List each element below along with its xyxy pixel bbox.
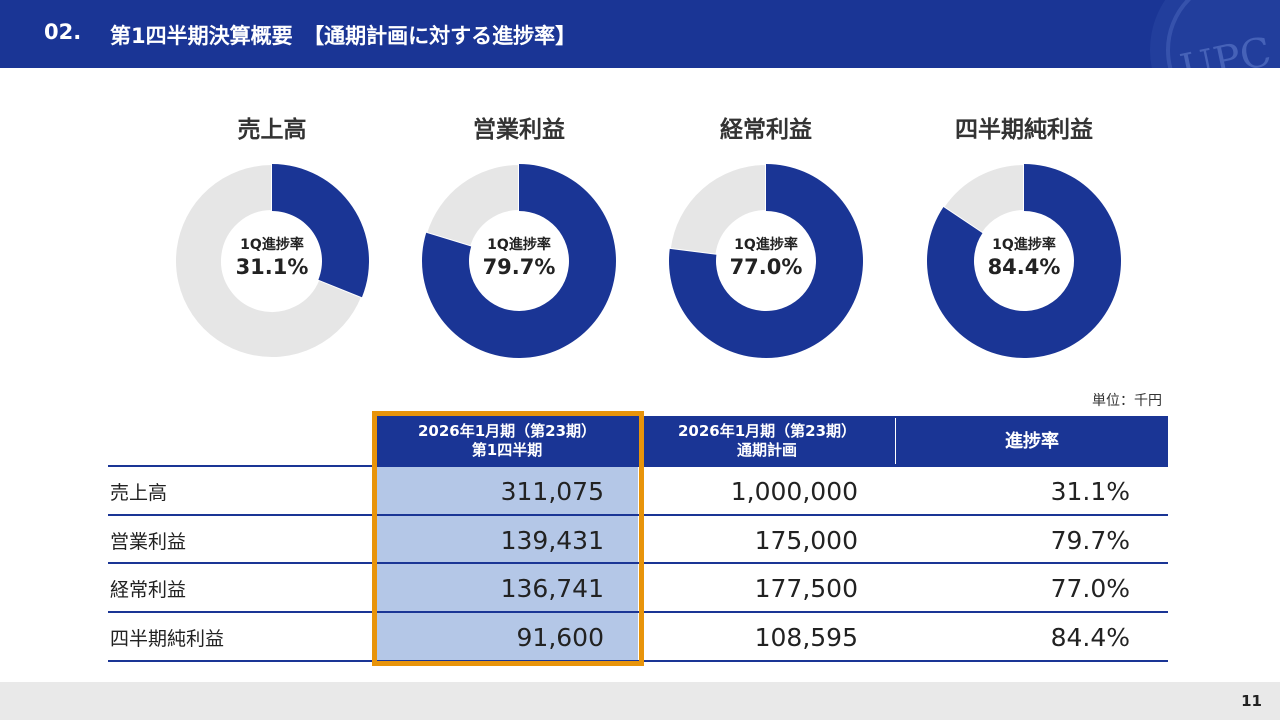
cell-rate-operating-profit: 79.7%	[1050, 525, 1130, 555]
cell-plan-sales: 1,000,000	[730, 476, 858, 506]
donut-title-operating-profit: 営業利益	[473, 117, 565, 143]
table-header-plan: 2026年1月期（第23期） 通期計画	[638, 416, 896, 466]
donut-chart-net-profit	[927, 163, 1121, 358]
cell-plan-net-profit: 108,595	[754, 622, 858, 652]
donut-value-label: 84.4%	[987, 255, 1061, 279]
donut-chart-sales	[174, 163, 369, 359]
cell-plan-ordinary-profit: 177,500	[754, 573, 858, 603]
donut-center-label: 1Q進捗率	[992, 237, 1056, 253]
donut-center-label: 1Q進捗率	[734, 237, 798, 253]
table-header-q1: 2026年1月期（第23期） 第1四半期	[376, 416, 638, 466]
header-plan-line2: 通期計画	[736, 441, 797, 459]
footer-bar	[0, 682, 1280, 720]
row-divider	[108, 562, 1168, 564]
donut-center-label: 1Q進捗率	[240, 237, 304, 253]
table-header-rate: 進捗率	[896, 416, 1168, 466]
donut-progress-arc-operating-profit	[422, 164, 616, 358]
cell-rate-net-profit: 84.4%	[1050, 622, 1130, 652]
cell-q1-ordinary-profit: 136,741	[500, 573, 604, 603]
header-q1-line2: 第1四半期	[471, 441, 543, 459]
page-title: 第1四半期決算概要 【通期計画に対する進捗率】	[110, 24, 577, 48]
donut-center-label: 1Q進捗率	[487, 237, 551, 253]
cell-rate-sales: 31.1%	[1050, 476, 1130, 506]
donut-title-sales: 売上高	[237, 117, 307, 143]
page-number: 11	[1241, 692, 1262, 710]
donut-title-net-profit: 四半期純利益	[955, 117, 1093, 143]
donut-value-label: 77.0%	[729, 255, 803, 279]
cell-q1-net-profit: 91,600	[516, 622, 604, 652]
donut-title-ordinary-profit: 経常利益	[720, 117, 812, 143]
row-label-ordinary-profit: 経常利益	[110, 578, 187, 601]
header-q1-line1: 2026年1月期（第23期）	[417, 422, 597, 440]
donut-remainder-ordinary-profit	[668, 163, 767, 256]
donut-value-label: 79.7%	[482, 255, 556, 279]
donut-progress-arc-net-profit	[927, 164, 1121, 358]
section-number: 02.	[44, 20, 82, 44]
donut-progress-arc-sales	[272, 164, 369, 298]
header-plan-line1: 2026年1月期（第23期）	[677, 422, 857, 440]
donut-progress-arc-ordinary-profit	[669, 164, 863, 358]
donut-remainder-sales	[174, 163, 364, 359]
row-divider	[108, 611, 1168, 613]
donut-remainder-net-profit	[942, 163, 1025, 235]
cell-plan-operating-profit: 175,000	[754, 525, 858, 555]
q1-column-highlight-border	[372, 411, 644, 666]
company-logo-icon: UPC	[1150, 0, 1280, 68]
donut-center-operating-profit: 1Q進捗率 79.7%	[421, 236, 617, 280]
donut-center-net-profit: 1Q進捗率 84.4%	[926, 236, 1122, 280]
row-divider	[108, 514, 1168, 516]
row-label-sales: 売上高	[110, 481, 168, 504]
donut-center-sales: 1Q進捗率 31.1%	[174, 236, 370, 280]
row-divider	[108, 660, 1168, 662]
header-bar: 02. 第1四半期決算概要 【通期計画に対する進捗率】 UPC	[0, 0, 1280, 68]
donut-chart-operating-profit	[422, 163, 616, 358]
unit-label: 単位：千円	[1092, 393, 1162, 409]
row-divider	[108, 465, 1168, 467]
cell-q1-operating-profit: 139,431	[500, 525, 604, 555]
cell-rate-ordinary-profit: 77.0%	[1050, 573, 1130, 603]
cell-q1-sales: 311,075	[500, 476, 604, 506]
row-label-net-profit: 四半期純利益	[110, 627, 225, 650]
donut-chart-ordinary-profit	[668, 163, 863, 358]
header-rate-label: 進捗率	[1005, 430, 1059, 452]
row-label-operating-profit: 営業利益	[110, 530, 187, 553]
donut-center-ordinary-profit: 1Q進捗率 77.0%	[668, 236, 864, 280]
donut-remainder-operating-profit	[424, 163, 520, 248]
header-divider	[895, 418, 896, 464]
donut-value-label: 31.1%	[235, 255, 309, 279]
